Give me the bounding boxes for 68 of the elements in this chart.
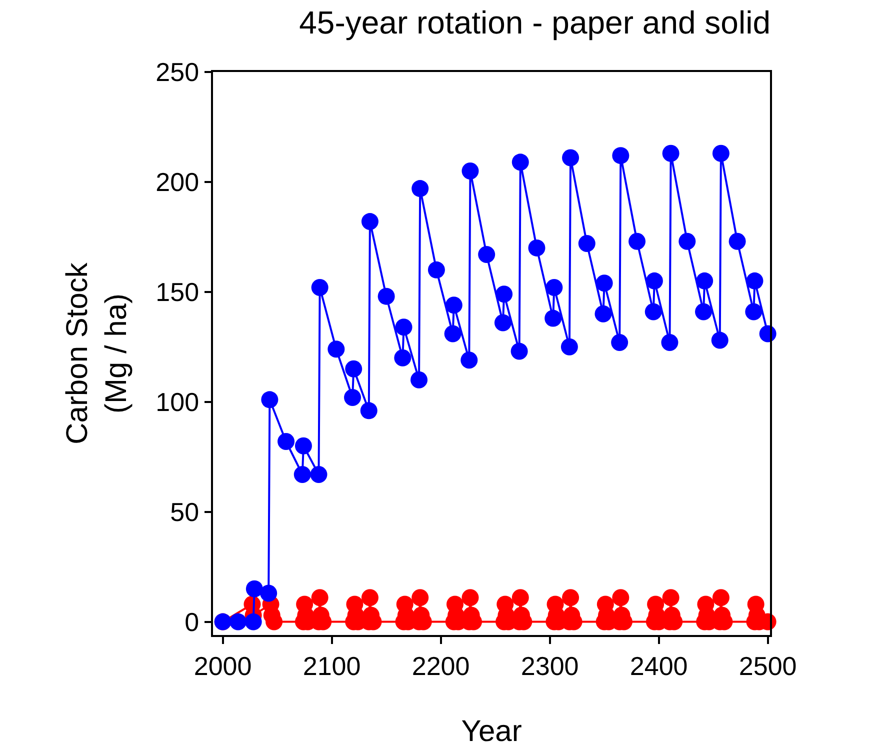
point — [728, 232, 746, 250]
x-tick-label: 2100 — [302, 650, 361, 681]
point — [745, 303, 762, 320]
y-axis-title: Carbon Stock (Mg / ha) — [61, 262, 134, 444]
point — [578, 235, 596, 252]
y-tick-label: 150 — [156, 277, 200, 308]
point — [678, 232, 696, 250]
point — [428, 261, 445, 278]
point — [445, 296, 462, 314]
y-tick-label: 200 — [156, 167, 200, 198]
point — [544, 310, 562, 327]
point — [328, 340, 345, 358]
y-tick-label: 100 — [156, 386, 200, 417]
point — [311, 279, 328, 296]
y-tick-label: 0 — [184, 606, 200, 637]
point — [695, 303, 712, 320]
x-tick-label: 2200 — [412, 650, 470, 681]
point — [612, 147, 630, 164]
point — [562, 149, 580, 166]
point — [478, 246, 496, 264]
x-tick-label: 2000 — [194, 650, 252, 681]
point — [230, 613, 247, 630]
point — [278, 432, 295, 450]
point — [644, 303, 662, 320]
point — [746, 272, 764, 290]
point — [662, 144, 680, 162]
point — [628, 232, 646, 250]
point — [646, 272, 663, 290]
point — [360, 402, 378, 420]
x-axis-title: Year — [461, 714, 522, 748]
point — [510, 342, 528, 360]
point — [560, 338, 578, 356]
point — [395, 318, 412, 336]
point — [711, 332, 728, 349]
y-tick-label: 50 — [170, 496, 200, 527]
x-tick-label: 2500 — [738, 650, 797, 681]
point — [444, 325, 462, 342]
point — [294, 466, 311, 483]
point — [512, 154, 529, 171]
point — [696, 272, 714, 290]
point — [310, 466, 328, 483]
point — [712, 144, 730, 162]
y-tick-label: 250 — [156, 57, 200, 88]
point — [596, 274, 613, 292]
point — [260, 584, 278, 602]
point — [460, 352, 478, 369]
point — [661, 334, 678, 351]
point — [378, 288, 395, 305]
point — [462, 162, 479, 180]
point — [344, 388, 362, 406]
point — [546, 279, 563, 296]
point — [294, 437, 312, 454]
point — [611, 334, 628, 351]
point — [594, 305, 612, 322]
point — [261, 391, 278, 408]
point — [361, 213, 378, 230]
point — [246, 580, 263, 598]
point — [410, 371, 428, 388]
point — [496, 286, 513, 303]
point — [494, 314, 512, 332]
point — [345, 360, 362, 378]
point — [412, 180, 429, 198]
point — [528, 239, 546, 256]
point — [244, 613, 262, 630]
chart-title: 45-year rotation - paper and solid — [299, 4, 770, 41]
x-tick-label: 2300 — [520, 650, 579, 681]
point — [394, 349, 412, 366]
x-tick-label: 2400 — [630, 650, 688, 681]
